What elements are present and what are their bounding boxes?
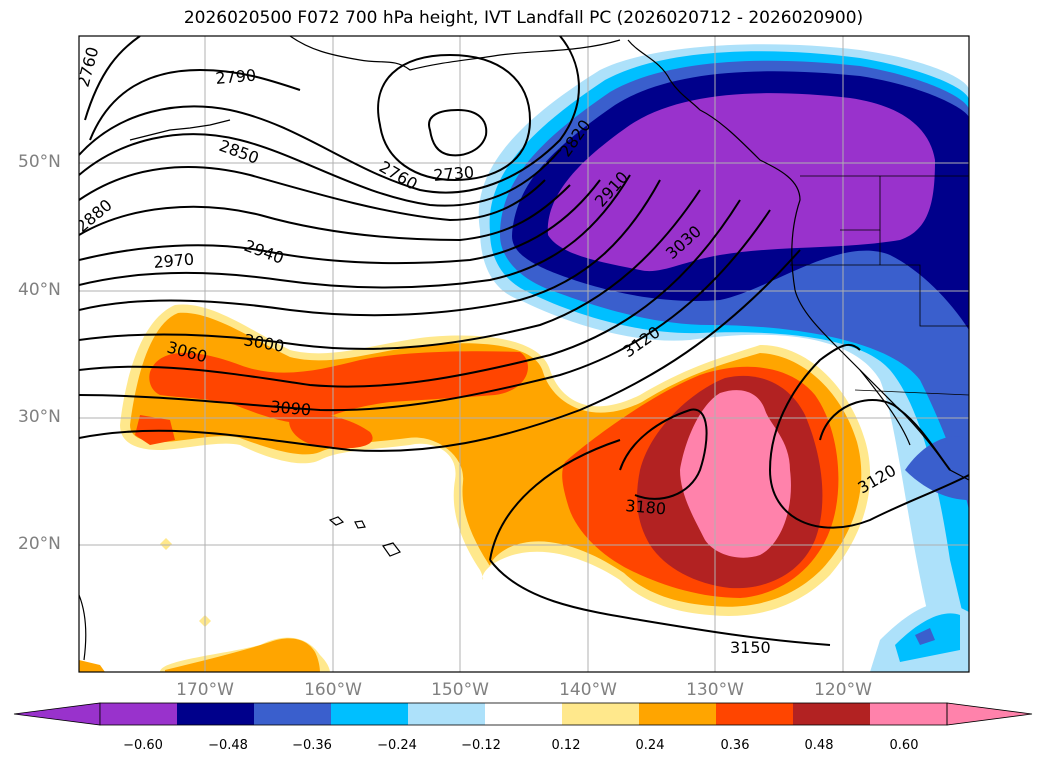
political-borders — [790, 175, 969, 396]
map-frame — [78, 35, 970, 673]
height-contours — [79, 36, 969, 646]
map-area: 2760 2790 2850 2880 2970 2940 2760 2730 … — [79, 36, 969, 672]
longitude-label: 120°W — [814, 680, 872, 700]
negative-anomaly-field — [478, 44, 969, 672]
colorbar-tick-label: −0.24 — [377, 738, 417, 753]
colorbar-tick-label: −0.60 — [123, 738, 163, 753]
colorbar-box — [100, 703, 178, 725]
latitude-label: 20°N — [18, 534, 61, 554]
colorbar-tick-label: −0.12 — [461, 738, 501, 753]
longitude-label: 140°W — [559, 680, 617, 700]
contour-label: 2790 — [215, 66, 257, 88]
graticule — [79, 36, 969, 672]
colorbar-box — [254, 703, 332, 725]
contour-label: 3180 — [625, 496, 667, 518]
colorbar-box — [716, 703, 794, 725]
latitude-label: 40°N — [18, 280, 61, 300]
colorbar-outline — [99, 702, 948, 726]
colorbar-tick-label: 0.24 — [635, 738, 665, 753]
colorbar-box — [562, 703, 640, 725]
longitude-label: 170°W — [176, 680, 234, 700]
colorbar-extend-high — [946, 702, 1033, 726]
figure-title: 2026020500 F072 700 hPa height, IVT Land… — [183, 8, 864, 28]
colorbar — [13, 702, 1033, 726]
colorbar-box — [177, 703, 255, 725]
positive-anomaly-field — [79, 304, 871, 672]
colorbar-tick-label: 0.12 — [551, 738, 581, 753]
colorbar-tick-label: −0.48 — [208, 738, 248, 753]
colorbar-tick-label: 0.60 — [889, 738, 919, 753]
contour-label: 3090 — [270, 397, 312, 419]
colorbar-box — [408, 703, 486, 725]
colorbar-extend-low — [13, 702, 101, 726]
colorbar-box — [793, 703, 871, 725]
coastlines — [79, 36, 969, 661]
colorbar-boxes — [100, 703, 948, 725]
longitude-label: 130°W — [686, 680, 744, 700]
longitude-label: 150°W — [431, 680, 489, 700]
contour-label: 3150 — [730, 638, 771, 657]
colorbar-box — [331, 703, 409, 725]
colorbar-box — [870, 703, 948, 725]
colorbar-tick-label: 0.48 — [804, 738, 834, 753]
colorbar-tick-label: 0.36 — [720, 738, 750, 753]
latitude-label: 50°N — [18, 152, 61, 172]
colorbar-box — [485, 703, 563, 725]
contour-label: 2970 — [153, 250, 195, 272]
longitude-label: 160°W — [304, 680, 362, 700]
colorbar-tick-label: −0.36 — [292, 738, 332, 753]
colorbar-box — [639, 703, 717, 725]
contour-label: 2730 — [433, 163, 475, 185]
latitude-label: 30°N — [18, 407, 61, 427]
